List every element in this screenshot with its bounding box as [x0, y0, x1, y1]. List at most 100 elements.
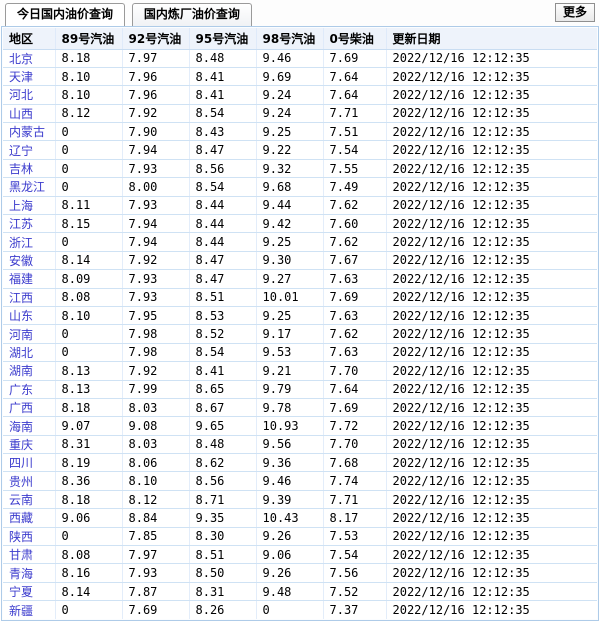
update-date-cell: 2022/12/16 12:12:35 [386, 324, 597, 344]
region-link[interactable]: 陕西 [9, 529, 34, 544]
region-link[interactable]: 上海 [9, 198, 34, 213]
region-link[interactable]: 安徽 [9, 253, 34, 268]
update-date-cell: 2022/12/16 12:12:35 [386, 361, 597, 381]
price-cell: 8.16 [55, 563, 123, 583]
region-link[interactable]: 天津 [9, 70, 34, 85]
region-link[interactable]: 宁夏 [9, 585, 34, 600]
price-cell: 8.08 [55, 288, 123, 307]
region-link[interactable]: 辽宁 [9, 143, 34, 158]
price-cell: 8.53 [189, 306, 257, 326]
price-cell: 8.15 [55, 214, 123, 234]
price-cell: 7.94 [122, 140, 190, 160]
price-cell: 9.42 [256, 214, 324, 234]
region-link[interactable]: 云南 [9, 493, 34, 508]
region-link[interactable]: 四川 [9, 456, 34, 471]
region-link[interactable]: 湖北 [9, 345, 34, 360]
price-cell: 7.97 [122, 49, 190, 68]
price-cell: 8.18 [55, 490, 123, 510]
price-cell: 8.18 [55, 49, 123, 68]
region-cell: 江苏 [3, 214, 56, 234]
tab-domestic-oil-price[interactable]: 今日国内油价查询 [5, 3, 126, 26]
region-link[interactable]: 海南 [9, 419, 34, 434]
update-date-cell: 2022/12/16 12:12:35 [386, 527, 597, 547]
region-cell: 海南 [3, 416, 56, 436]
region-link[interactable]: 山东 [9, 309, 34, 324]
region-link[interactable]: 甘肃 [9, 548, 34, 563]
region-cell: 吉林 [3, 159, 56, 179]
region-link[interactable]: 江苏 [9, 217, 34, 232]
price-cell: 8.62 [189, 453, 257, 473]
price-cell: 7.54 [323, 140, 387, 160]
price-cell: 8.17 [323, 508, 387, 528]
table-row: 河南 0 7.98 8.52 9.17 7.62 2022/12/16 12:12:35 [3, 324, 597, 344]
update-date-cell: 2022/12/16 12:12:35 [386, 104, 597, 124]
region-cell: 新疆 [3, 600, 56, 620]
price-cell: 7.94 [122, 214, 190, 234]
price-cell: 7.93 [122, 563, 190, 583]
price-cell: 10.01 [256, 288, 324, 307]
price-cell: 8.43 [189, 122, 257, 142]
region-link[interactable]: 贵州 [9, 474, 34, 489]
region-cell: 陕西 [3, 527, 56, 547]
price-cell: 8.14 [55, 582, 123, 602]
price-cell: 8.13 [55, 380, 123, 399]
table-row: 四川 8.19 8.06 8.62 9.36 7.68 2022/12/16 12:12:3… [3, 453, 597, 473]
price-cell: 9.32 [256, 159, 324, 179]
update-date-cell: 2022/12/16 12:12:35 [386, 269, 597, 289]
price-cell: 7.53 [323, 527, 387, 547]
price-cell: 8.65 [189, 380, 257, 399]
region-link[interactable]: 河北 [9, 88, 34, 103]
region-link[interactable]: 吉林 [9, 162, 34, 177]
region-cell: 上海 [3, 196, 56, 216]
price-cell: 9.35 [189, 508, 257, 528]
price-cell: 7.93 [122, 196, 190, 216]
price-cell: 7.55 [323, 159, 387, 179]
price-cell: 8.31 [55, 435, 123, 455]
price-cell: 8.84 [122, 508, 190, 528]
price-cell: 7.56 [323, 563, 387, 583]
region-link[interactable]: 山西 [9, 106, 34, 121]
price-cell: 8.51 [189, 288, 257, 307]
region-link[interactable]: 内蒙古 [9, 125, 46, 140]
region-link[interactable]: 青海 [9, 566, 34, 581]
region-link[interactable]: 新疆 [9, 603, 34, 618]
price-cell: 8.48 [189, 49, 257, 68]
region-cell: 河南 [3, 324, 56, 344]
price-cell: 7.54 [323, 545, 387, 565]
price-cell: 9.25 [256, 232, 324, 252]
region-link[interactable]: 浙江 [9, 235, 34, 250]
region-link[interactable]: 西藏 [9, 511, 34, 526]
price-cell: 8.50 [189, 563, 257, 583]
region-link[interactable]: 湖南 [9, 364, 34, 379]
more-button[interactable]: 更多 [554, 3, 595, 22]
update-date-cell: 2022/12/16 12:12:35 [386, 398, 597, 418]
price-cell: 8.03 [122, 398, 190, 418]
price-cell: 9.39 [256, 490, 324, 510]
table-row: 山西 8.12 7.92 8.54 9.24 7.71 2022/12/16 12:12:3… [3, 104, 597, 124]
region-link[interactable]: 北京 [9, 51, 34, 66]
price-cell: 7.60 [323, 214, 387, 234]
region-link[interactable]: 广东 [9, 382, 34, 397]
region-link[interactable]: 河南 [9, 327, 34, 342]
table-row: 云南 8.18 8.12 8.71 9.39 7.71 2022/12/16 12:12:3… [3, 490, 597, 510]
region-cell: 天津 [3, 67, 56, 87]
region-link[interactable]: 重庆 [9, 437, 34, 452]
region-link[interactable]: 广西 [9, 401, 34, 416]
price-cell: 7.87 [122, 582, 190, 602]
region-link[interactable]: 福建 [9, 272, 34, 287]
region-link[interactable]: 江西 [9, 290, 34, 305]
price-cell: 9.06 [55, 508, 123, 528]
update-date-cell: 2022/12/16 12:12:35 [386, 490, 597, 510]
price-cell: 8.13 [55, 361, 123, 381]
price-cell: 7.64 [323, 85, 387, 105]
price-cell: 8.06 [122, 453, 190, 473]
region-link[interactable]: 黑龙江 [9, 180, 46, 195]
price-cell: 9.26 [256, 527, 324, 547]
price-cell: 9.30 [256, 251, 324, 271]
price-cell: 9.78 [256, 398, 324, 418]
price-cell: 7.63 [323, 343, 387, 363]
update-date-cell: 2022/12/16 12:12:35 [386, 288, 597, 307]
price-cell: 8.12 [122, 490, 190, 510]
tab-refinery-oil-price[interactable]: 国内炼厂油价查询 [131, 3, 252, 26]
update-date-cell: 2022/12/16 12:12:35 [386, 159, 597, 179]
